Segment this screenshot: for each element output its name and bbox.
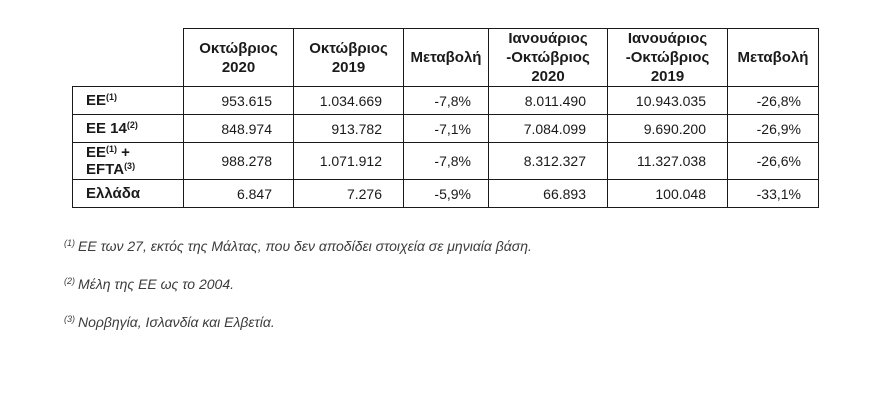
footnote-2: (2) Μέλη της ΕΕ ως το 2004.: [64, 276, 532, 293]
cell-greece-janoct-2019: 100.048: [607, 179, 728, 208]
cell-eu-efta-oct-2020: 988.278: [183, 142, 294, 180]
col-header-change-monthly: Μεταβολή: [403, 28, 489, 87]
footnote-ref-1: (1): [106, 144, 118, 154]
col-header-october-2019: Οκτώβριος 2019: [293, 28, 404, 87]
cell-eu14-change-monthly: -7,1%: [403, 114, 489, 143]
row-label-text: + EFTA: [86, 144, 130, 178]
cell-greece-change-cumulative: -33,1%: [727, 179, 819, 208]
cell-greece-oct-2020: 6.847: [183, 179, 294, 208]
footnote-1-text: ΕΕ των 27, εκτός της Μάλτας, που δεν απο…: [78, 238, 532, 254]
row-label-greece: Ελλάδα: [72, 179, 184, 208]
cell-eu-oct-2020: 953.615: [183, 86, 294, 115]
cell-eu-change-monthly: -7,8%: [403, 86, 489, 115]
row-label-text: Ελλάδα: [86, 185, 141, 202]
col-header-october-2020: Οκτώβριος 2020: [183, 28, 294, 87]
footnote-1-marker: (1): [64, 238, 75, 248]
corner-empty-cell: [73, 29, 184, 87]
footnote-ref-2: (2): [126, 120, 138, 130]
footnote-2-marker: (2): [64, 276, 75, 286]
row-label-text: ΕΕ: [86, 144, 107, 161]
cell-eu-efta-change-cumulative: -26,6%: [727, 142, 819, 180]
footnote-1: (1) ΕΕ των 27, εκτός της Μάλτας, που δεν …: [64, 238, 532, 255]
cell-eu-efta-janoct-2019: 11.327.038: [607, 142, 728, 180]
cell-eu14-janoct-2020: 7.084.099: [488, 114, 608, 143]
table-header: Οκτώβριος 2020 Οκτώβριος 2019 Μεταβολή Ι…: [73, 28, 819, 87]
cell-eu-efta-oct-2019: 1.071.912: [293, 142, 404, 180]
cell-eu14-change-cumulative: -26,9%: [727, 114, 819, 143]
footnote-3: (3) Νορβηγία, Ισλανδία και Ελβετία.: [64, 314, 532, 331]
cell-eu-change-cumulative: -26,8%: [727, 86, 819, 115]
header-row: Οκτώβριος 2020 Οκτώβριος 2019 Μεταβολή Ι…: [73, 28, 819, 87]
cell-eu-janoct-2020: 8.011.490: [488, 86, 608, 115]
footnote-3-marker: (3): [64, 314, 75, 324]
cell-eu14-oct-2019: 913.782: [293, 114, 404, 143]
footnote-3-text: Νορβηγία, Ισλανδία και Ελβετία.: [78, 314, 275, 330]
cell-greece-oct-2019: 7.276: [293, 179, 404, 208]
footnote-2-text: Μέλη της ΕΕ ως το 2004.: [78, 276, 234, 292]
stats-table: Οκτώβριος 2020 Οκτώβριος 2019 Μεταβολή Ι…: [72, 28, 819, 208]
row-label-text: ΕΕ: [86, 92, 107, 109]
cell-eu14-janoct-2019: 9.690.200: [607, 114, 728, 143]
table-row-eu14: ΕΕ 14(2) 848.974 913.782 -7,1% 7.084.099…: [72, 114, 819, 143]
table-row-eu-efta: ΕΕ(1) + EFTA(3) 988.278 1.071.912 -7,8% …: [72, 142, 819, 180]
row-label-eu14: ΕΕ 14(2): [72, 114, 184, 143]
row-label-eu: ΕΕ(1): [72, 86, 184, 115]
row-label-text: ΕΕ 14: [86, 120, 127, 137]
footnote-ref-3: (3): [124, 161, 136, 171]
row-label-eu-efta: ΕΕ(1) + EFTA(3): [72, 142, 184, 180]
cell-greece-change-monthly: -5,9%: [403, 179, 489, 208]
col-header-jan-oct-2019: Ιανουάριος -Οκτώβριος 2019: [607, 28, 728, 87]
cell-eu-efta-janoct-2020: 8.312.327: [488, 142, 608, 180]
footnote-ref-1: (1): [106, 92, 118, 102]
cell-eu14-oct-2020: 848.974: [183, 114, 294, 143]
cell-greece-janoct-2020: 66.893: [488, 179, 608, 208]
footnotes-section: (1) ΕΕ των 27, εκτός της Μάλτας, που δεν …: [64, 238, 532, 352]
cell-eu-efta-change-monthly: -7,8%: [403, 142, 489, 180]
table-body: ΕΕ(1) 953.615 1.034.669 -7,8% 8.011.490 …: [72, 86, 819, 208]
table-row-eu: ΕΕ(1) 953.615 1.034.669 -7,8% 8.011.490 …: [72, 86, 819, 115]
table-row-greece: Ελλάδα 6.847 7.276 -5,9% 66.893 100.048 …: [72, 179, 819, 208]
col-header-jan-oct-2020: Ιανουάριος -Οκτώβριος 2020: [488, 28, 608, 87]
cell-eu-oct-2019: 1.034.669: [293, 86, 404, 115]
col-header-change-cumulative: Μεταβολή: [727, 28, 819, 87]
cell-eu-janoct-2019: 10.943.035: [607, 86, 728, 115]
